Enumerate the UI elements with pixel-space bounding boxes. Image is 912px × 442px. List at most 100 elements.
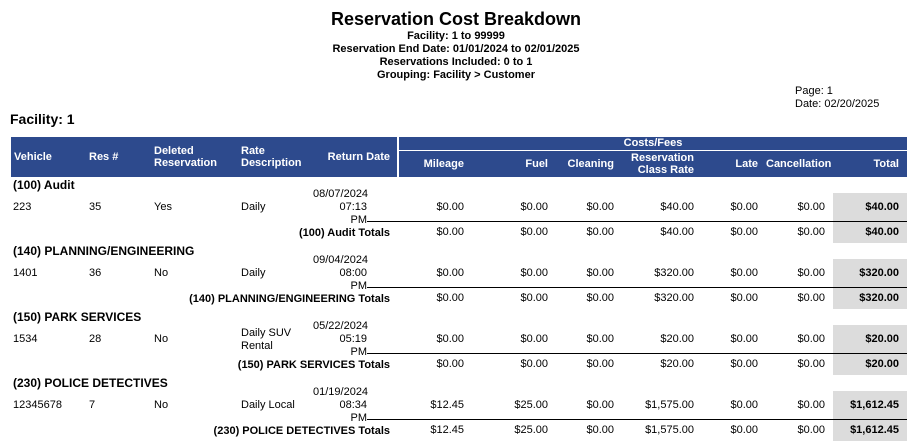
totals-cleaning: $0.00: [586, 292, 614, 304]
costs-column-headers: Mileage Fuel Cleaning Reservation Class …: [399, 151, 907, 177]
cell-total: $20.00: [833, 325, 907, 354]
table-header-left: Vehicle Res # Deleted Reservation Rate D…: [11, 137, 397, 177]
column-header-total: Total: [873, 158, 899, 170]
cell-reservation-class-rate: $320.00: [654, 267, 694, 279]
cell-deleted-reservation: No: [154, 399, 169, 411]
cell-cancellation: $0.00: [797, 267, 825, 279]
cell-deleted-reservation: No: [154, 267, 169, 279]
totals-fuel: $0.00: [520, 358, 548, 370]
table-row: 1401 36 No Daily 09/04/2024 08:00 PM $0.…: [11, 254, 907, 292]
group-section-park-services: (150) PARK SERVICES 1534 28 No Daily SUV…: [11, 309, 907, 375]
cell-vehicle: 223: [13, 201, 32, 213]
totals-cancellation: $0.00: [797, 358, 825, 370]
cell-late: $0.00: [730, 267, 758, 279]
facility-heading: Facility: 1: [10, 111, 75, 127]
cell-cancellation: $0.00: [797, 333, 825, 345]
cell-return-date: 08/07/2024 07:13 PM: [313, 188, 369, 226]
report-subtitle-grouping: Grouping: Facility > Customer: [377, 69, 535, 81]
group-totals-row: (140) PLANNING/ENGINEERING Totals $0.00 …: [11, 288, 907, 309]
table-header-costs-section: Costs/Fees Mileage Fuel Cleaning Reserva…: [399, 137, 907, 177]
cell-total: $40.00: [833, 193, 907, 222]
totals-total: $20.00: [833, 354, 907, 375]
totals-total: $40.00: [833, 222, 907, 243]
cell-fuel: $25.00: [514, 399, 548, 411]
column-header-fuel: Fuel: [525, 158, 548, 170]
cell-late: $0.00: [730, 201, 758, 213]
totals-late: $0.00: [730, 292, 758, 304]
cell-mileage: $0.00: [436, 201, 464, 213]
cell-mileage: $12.45: [430, 399, 464, 411]
row-underline: [367, 419, 907, 420]
totals-mileage: $12.45: [430, 424, 464, 436]
totals-reservation-class-rate: $320.00: [654, 292, 694, 304]
totals-cancellation: $0.00: [797, 424, 825, 436]
totals-fuel: $0.00: [520, 292, 548, 304]
cell-rate-description: Daily: [241, 201, 266, 213]
totals-fuel: $0.00: [520, 226, 548, 238]
totals-late: $0.00: [730, 226, 758, 238]
column-header-res-number: Res #: [89, 151, 119, 163]
group-header: (100) Audit: [13, 178, 75, 192]
report-title: Reservation Cost Breakdown: [330, 9, 582, 29]
column-header-cleaning: Cleaning: [567, 158, 614, 170]
totals-mileage: $0.00: [436, 292, 464, 304]
cell-cleaning: $0.00: [586, 201, 614, 213]
report-subtitle-reservations-included: Reservations Included: 0 to 1: [379, 56, 533, 68]
table-row: 223 35 Yes Daily 08/07/2024 07:13 PM $0.…: [11, 188, 907, 226]
cell-mileage: $0.00: [436, 267, 464, 279]
cell-cancellation: $0.00: [797, 201, 825, 213]
totals-mileage: $0.00: [436, 358, 464, 370]
totals-reservation-class-rate: $40.00: [660, 226, 694, 238]
totals-late: $0.00: [730, 358, 758, 370]
cell-total: $320.00: [833, 259, 907, 288]
page-number: Page: 1: [795, 85, 833, 97]
column-header-vehicle: Vehicle: [14, 151, 52, 163]
group-totals-label: (100) Audit Totals: [298, 226, 390, 239]
row-underline: [367, 353, 907, 354]
totals-cancellation: $0.00: [797, 226, 825, 238]
cell-vehicle: 12345678: [13, 399, 62, 411]
cell-cleaning: $0.00: [586, 333, 614, 345]
cell-cleaning: $0.00: [586, 399, 614, 411]
group-section-planning-engineering: (140) PLANNING/ENGINEERING 1401 36 No Da…: [11, 243, 907, 309]
totals-cleaning: $0.00: [586, 226, 614, 238]
table-row: 1534 28 No Daily SUV Rental 05/22/2024 0…: [11, 320, 907, 358]
cell-rate-description: Daily SUV Rental: [241, 326, 292, 352]
totals-reservation-class-rate: $20.00: [660, 358, 694, 370]
group-totals-row: (150) PARK SERVICES Totals $0.00 $0.00 $…: [11, 354, 907, 375]
header-section-divider: [397, 137, 399, 177]
column-header-rate-description: Rate Description: [241, 145, 302, 169]
group-totals-label: (150) PARK SERVICES Totals: [237, 358, 390, 371]
cell-cancellation: $0.00: [797, 399, 825, 411]
cell-deleted-reservation: No: [154, 333, 169, 345]
cell-fuel: $0.00: [520, 201, 548, 213]
totals-total: $1,612.45: [833, 420, 907, 441]
cell-late: $0.00: [730, 399, 758, 411]
cell-reservation-class-rate: $20.00: [660, 333, 694, 345]
totals-cleaning: $0.00: [586, 358, 614, 370]
cell-res-number: 36: [89, 267, 102, 279]
totals-total: $320.00: [833, 288, 907, 309]
cell-deleted-reservation: Yes: [154, 201, 172, 213]
cell-mileage: $0.00: [436, 333, 464, 345]
report-header: Reservation Cost Breakdown Facility: 1 t…: [0, 0, 912, 82]
totals-late: $0.00: [730, 424, 758, 436]
group-header: (140) PLANNING/ENGINEERING: [13, 244, 195, 258]
costs-fees-spanner-header: Costs/Fees: [399, 137, 907, 151]
totals-cancellation: $0.00: [797, 292, 825, 304]
report-date: Date: 02/20/2025: [795, 98, 880, 110]
group-header: (230) POLICE DETECTIVES: [13, 376, 168, 390]
cell-reservation-class-rate: $1,575.00: [645, 399, 694, 411]
cell-cleaning: $0.00: [586, 267, 614, 279]
cell-res-number: 35: [89, 201, 102, 213]
report-subtitle-facility-range: Facility: 1 to 99999: [407, 30, 505, 42]
row-underline: [367, 221, 907, 222]
table-row: 12345678 7 No Daily Local 01/19/2024 08:…: [11, 386, 907, 424]
cell-rate-description: Daily Local: [241, 399, 295, 411]
cost-table: Vehicle Res # Deleted Reservation Rate D…: [11, 137, 907, 441]
row-underline: [367, 287, 907, 288]
cell-vehicle: 1401: [13, 267, 38, 279]
column-header-reservation-class-rate: Reservation Class Rate: [631, 152, 694, 176]
group-header: (150) PARK SERVICES: [13, 310, 142, 324]
